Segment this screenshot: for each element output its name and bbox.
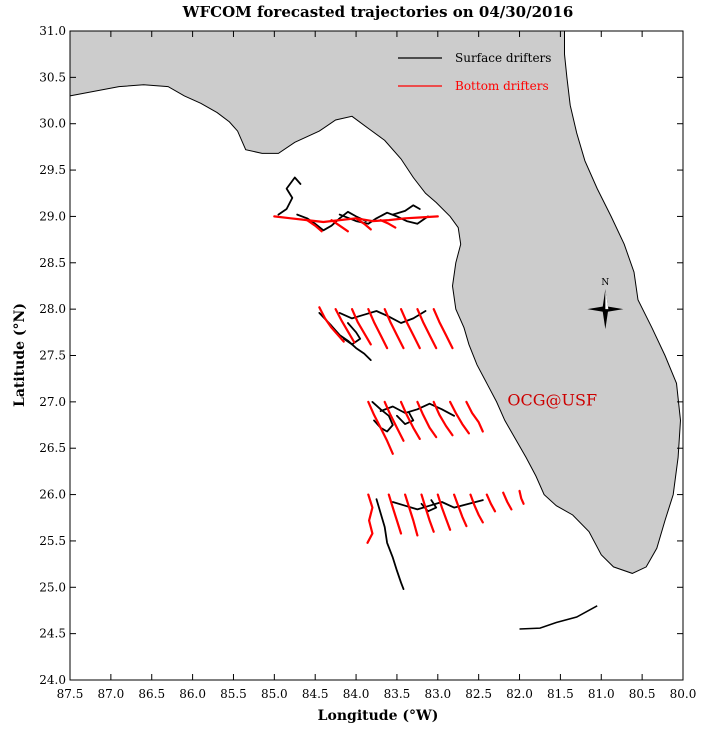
surface-drifter-track <box>375 498 405 590</box>
bottom-drifter-track <box>485 493 497 513</box>
y-tick-label: 30.5 <box>39 70 66 84</box>
surface-drifter-track <box>379 402 456 417</box>
bottom-drifter-track <box>318 306 345 343</box>
bottom-drifter-track <box>465 400 484 433</box>
x-tick-label: 84.5 <box>302 687 329 701</box>
y-tick-label: 30.0 <box>39 117 66 131</box>
y-tick-label: 27.0 <box>39 395 66 409</box>
x-tick-label: 80.0 <box>670 687 697 701</box>
bottom-drifter-track <box>416 308 438 350</box>
x-tick-label: 82.0 <box>506 687 533 701</box>
compass-n-label: N <box>601 278 609 288</box>
bottom-drifter-track <box>387 493 403 535</box>
bottom-drifter-track <box>334 308 356 344</box>
bottom-drifter-track <box>367 400 394 455</box>
surface-drifter-track <box>338 310 427 324</box>
land-layer <box>69 30 682 630</box>
bottom-drifter-track <box>350 308 372 346</box>
y-tick-label: 24.5 <box>39 627 66 641</box>
y-tick-label: 28.5 <box>39 256 66 270</box>
x-tick-label: 85.0 <box>261 687 288 701</box>
bottom-drifter-track <box>330 219 349 233</box>
bottom-drifter-track <box>436 493 452 531</box>
x-tick-label: 83.5 <box>384 687 411 701</box>
x-tick-label: 86.0 <box>179 687 206 701</box>
y-tick-label: 25.0 <box>39 580 66 594</box>
x-tick-label: 81.5 <box>547 687 574 701</box>
florida-keys <box>519 605 598 630</box>
y-tick-label: 28.0 <box>39 302 66 316</box>
bottom-drifter-track <box>367 308 389 350</box>
y-axis: 31.0 30.5 30.0 29.5 29.0 28.5 28.0 27.5 27.0 26.5… <box>39 24 683 687</box>
x-tick-label: 81.0 <box>588 687 615 701</box>
legend-bottom-label: Bottom drifters <box>455 79 549 93</box>
x-tick-label: 85.5 <box>220 687 247 701</box>
bottom-drifter-track <box>469 493 484 524</box>
y-axis-title: Latitude (°N) <box>12 303 28 407</box>
y-tick-label: 31.0 <box>39 24 66 38</box>
bottom-drifter-track <box>502 491 513 511</box>
x-tick-label: 82.5 <box>465 687 492 701</box>
surface-drifter-track <box>277 176 302 216</box>
x-axis-title: Longitude (°W) <box>318 708 439 724</box>
surface-drifter-track <box>395 412 415 426</box>
plot-area <box>69 30 684 681</box>
legend: Surface drifters Bottom drifters <box>398 51 551 93</box>
bottom-drifter-track <box>453 493 468 528</box>
bottom-drifter-track <box>379 219 397 229</box>
chart-title: WFCOM forecasted trajectories on 04/30/2… <box>182 3 574 21</box>
compass-rose: N <box>587 278 624 330</box>
bottom-drifter-track <box>432 400 454 437</box>
florida-land <box>69 30 682 574</box>
bottom-drifter-track <box>518 489 525 505</box>
x-tick-label: 87.0 <box>98 687 125 701</box>
bottom-drifter-track <box>383 308 405 350</box>
surface-drifter-track <box>391 204 421 216</box>
surface-drifter-track <box>391 499 484 511</box>
y-tick-label: 29.0 <box>39 209 66 223</box>
bottom-drifter-track <box>355 217 372 231</box>
y-tick-label: 27.5 <box>39 349 66 363</box>
x-tick-label: 80.5 <box>629 687 656 701</box>
x-tick-label: 84.0 <box>343 687 370 701</box>
y-tick-label: 26.0 <box>39 488 66 502</box>
bottom-drifter-track <box>399 400 421 440</box>
surface-drifter-track <box>342 322 362 346</box>
bottom-drifter-track <box>366 493 374 544</box>
bottom-drifter-track <box>420 493 435 533</box>
x-tick-label: 86.5 <box>138 687 165 701</box>
y-tick-label: 24.0 <box>39 673 66 687</box>
bottom-drifter-track <box>404 493 419 537</box>
y-tick-label: 25.5 <box>39 534 66 548</box>
bottom-drifter-track <box>399 308 421 350</box>
bottom-drifter-track <box>449 400 470 435</box>
drifter-tracks <box>273 176 525 590</box>
bottom-drifter-track <box>416 400 438 439</box>
legend-surface-label: Surface drifters <box>455 51 551 65</box>
y-tick-label: 29.5 <box>39 163 66 177</box>
y-tick-label: 26.5 <box>39 441 66 455</box>
bottom-drifter-track <box>432 308 454 350</box>
ocg-usf-label: OCG@USF <box>507 391 597 410</box>
x-tick-label: 83.0 <box>424 687 451 701</box>
compass-highlight <box>605 289 609 310</box>
x-axis: 87.5 87.0 86.5 86.0 85.5 85.0 84.5 84.0 83.5 83.0… <box>57 31 697 701</box>
x-tick-label: 87.5 <box>57 687 84 701</box>
bottom-drifter-track <box>305 219 323 233</box>
bottom-drifter-track <box>383 400 405 442</box>
